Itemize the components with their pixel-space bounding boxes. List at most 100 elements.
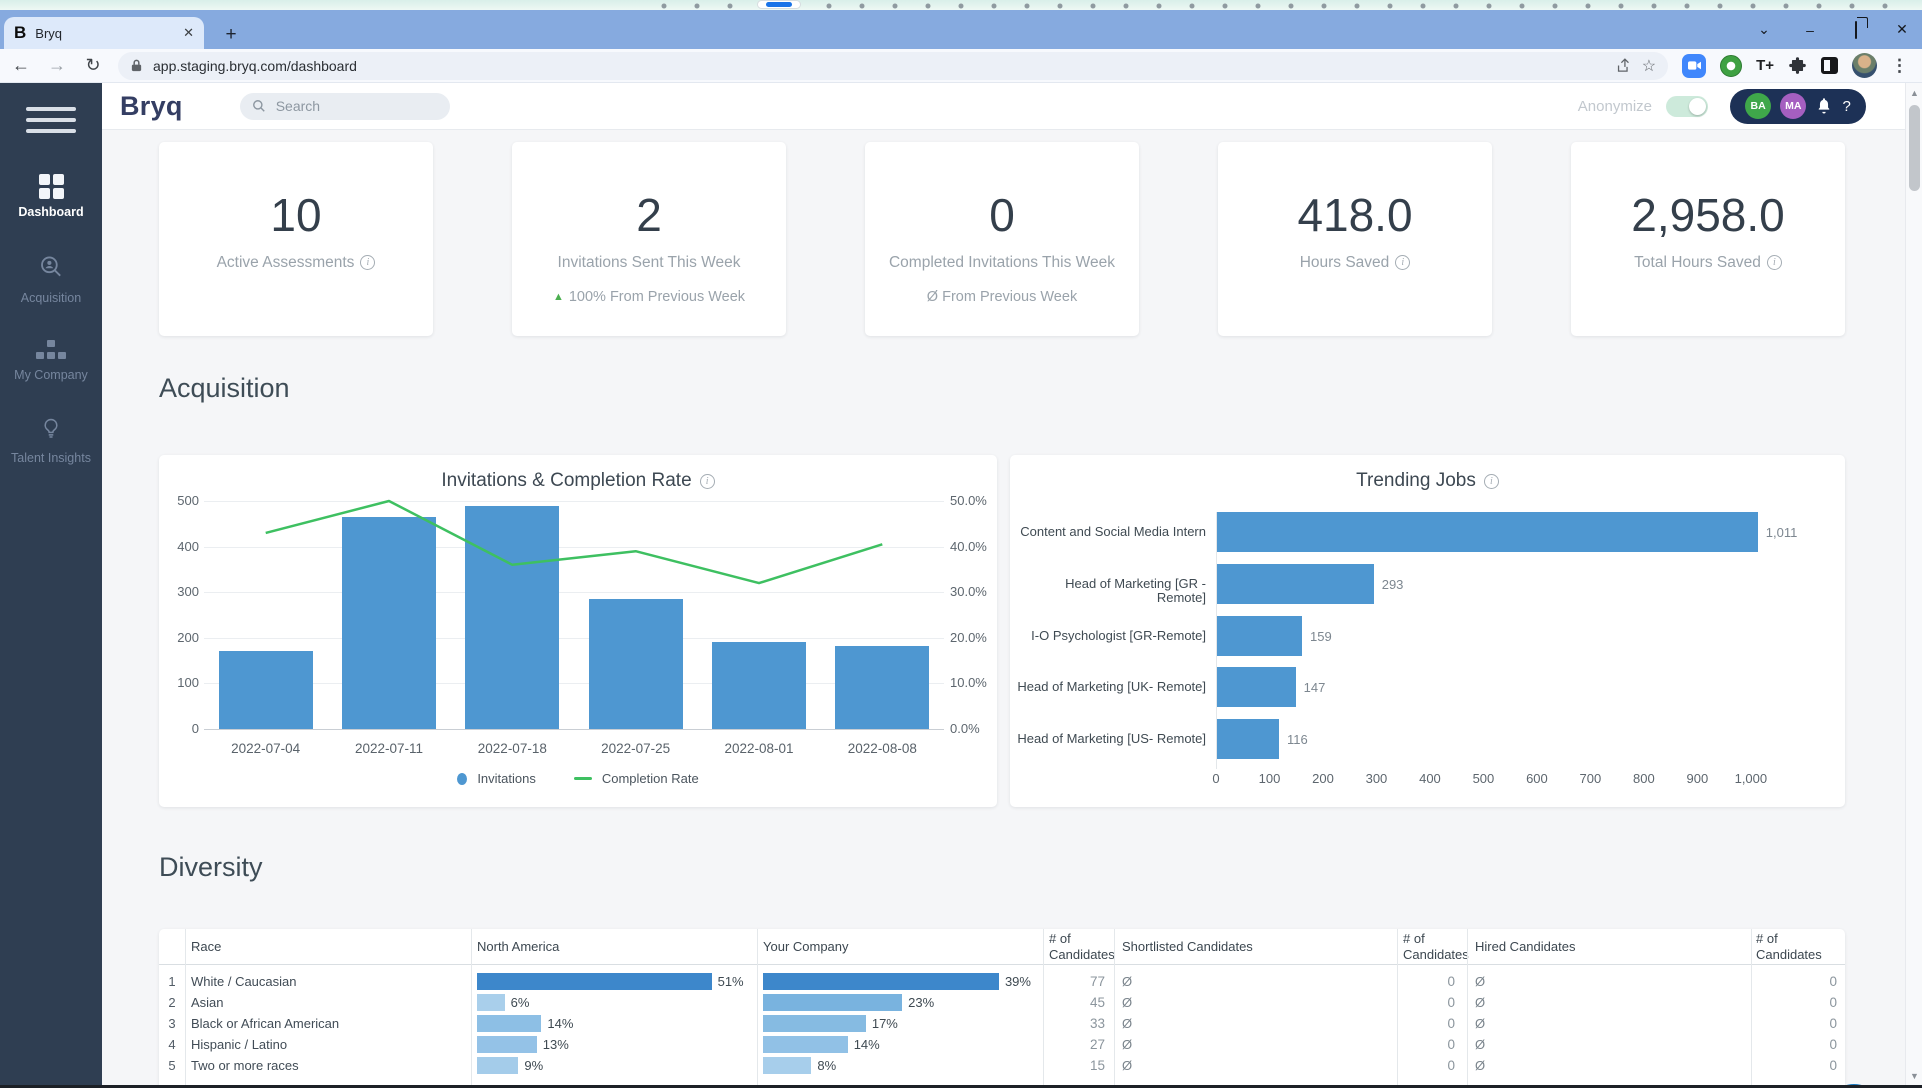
column-separator xyxy=(471,929,472,1088)
tab-close-icon[interactable]: ✕ xyxy=(183,25,194,40)
bryq-logo: Bryq xyxy=(120,90,183,121)
sidebar-nav: Dashboard Acquisition My Company Talent Ins… xyxy=(0,83,102,1088)
dashboard-content: 10 Active Assessments i 2 Invitations Sent T… xyxy=(102,130,1905,1088)
stat-label: Completed Invitations This Week xyxy=(881,254,1123,272)
browser-tab[interactable]: B Bryq ✕ xyxy=(4,17,204,49)
stat-card: 2,958.0 Total Hours Saved i xyxy=(1571,142,1845,336)
browser-tab-bar: B Bryq ✕ + ⌄ – ✕ xyxy=(0,10,1922,49)
anonymize-toggle[interactable] xyxy=(1666,95,1708,117)
candidates-count: 33 xyxy=(1089,1016,1105,1031)
x-axis-tick: 500 xyxy=(1472,771,1495,786)
candidates-count: 77 xyxy=(1089,974,1105,989)
green-extension-icon[interactable] xyxy=(1720,54,1743,77)
reload-icon[interactable]: ↻ xyxy=(85,55,101,75)
sidebar-item-acquisition[interactable]: Acquisition xyxy=(1,254,101,306)
info-icon[interactable]: i xyxy=(1483,473,1499,489)
col-header-candidates: # of Candidates xyxy=(1756,931,1822,962)
tab-title: Bryq xyxy=(35,25,63,41)
hired-count: 0 xyxy=(1829,974,1837,989)
scrollbar-thumb[interactable] xyxy=(1909,105,1920,191)
your-company-percent: 23% xyxy=(908,995,935,1010)
hired-count: 0 xyxy=(1829,1058,1837,1073)
job-label: Head of Marketing [US- Remote] xyxy=(1017,731,1206,747)
info-icon[interactable]: i xyxy=(699,473,715,489)
col-header-hired: Hired Candidates xyxy=(1475,939,1576,954)
tab-search-icon[interactable]: ⌄ xyxy=(1758,21,1770,37)
notifications-bell-icon[interactable] xyxy=(1815,97,1833,115)
page-scrollbar[interactable]: ▲ ▼ xyxy=(1905,83,1922,1088)
stat-card: 418.0 Hours Saved i xyxy=(1218,142,1492,336)
job-value-label: 147 xyxy=(1303,680,1326,696)
browser-menu-icon[interactable]: ⋮ xyxy=(1891,55,1908,75)
avatar-ma[interactable]: MA xyxy=(1780,93,1807,119)
job-value-label: 293 xyxy=(1381,576,1404,592)
x-axis-date-label: 2022-08-08 xyxy=(847,741,917,756)
your-company-bar xyxy=(763,994,903,1011)
invitations-bar xyxy=(465,505,560,729)
col-header-candidates: # of Candidates xyxy=(1049,931,1115,962)
bryq-favicon: B xyxy=(14,23,27,42)
job-bar xyxy=(1217,563,1374,604)
job-value-label: 116 xyxy=(1287,732,1308,748)
left-axis-tick: 100 xyxy=(177,675,199,691)
stat-card: 0 Completed Invitations This Week Ø From P… xyxy=(865,142,1139,336)
shortlisted-empty: Ø xyxy=(1122,995,1133,1010)
minimize-button[interactable]: – xyxy=(1806,21,1814,38)
extensions-puzzle-icon[interactable] xyxy=(1788,56,1807,75)
shortlisted-count: 0 xyxy=(1447,1058,1455,1073)
avatar-ba[interactable]: BA xyxy=(1745,93,1772,119)
sidebar-item-dashboard[interactable]: Dashboard xyxy=(1,174,101,220)
chart-legend: Invitations Completion Rate xyxy=(159,771,997,786)
stat-value: 2,958.0 xyxy=(1631,189,1785,241)
scroll-down-icon[interactable]: ▼ xyxy=(1910,1071,1919,1081)
left-axis-tick: 500 xyxy=(177,493,199,508)
anonymize-label: Anonymize xyxy=(1577,97,1652,115)
invitations-completion-chart: Invitations & Completion Rate i 500 400 30… xyxy=(159,455,997,807)
sidebar-item-my-company[interactable]: My Company xyxy=(1,339,101,383)
restore-button[interactable] xyxy=(1848,20,1864,39)
new-tab-button[interactable]: + xyxy=(225,24,237,45)
search-box[interactable] xyxy=(239,92,450,120)
col-header-shortlisted: Shortlisted Candidates xyxy=(1122,939,1253,954)
search-input[interactable] xyxy=(273,97,424,115)
race-label: Black or African American xyxy=(191,1016,340,1031)
help-icon[interactable]: ? xyxy=(1842,97,1851,115)
left-axis-tick: 0 xyxy=(191,721,199,736)
hired-count: 0 xyxy=(1829,1037,1837,1052)
diversity-table: Race North America Your Company # of Candid… xyxy=(159,929,1845,1088)
invitations-bar xyxy=(712,642,806,729)
url-omnibox[interactable]: app.staging.bryq.com/dashboard ☆ xyxy=(118,51,1669,80)
lightbulb-icon xyxy=(44,419,58,439)
close-window-button[interactable]: ✕ xyxy=(1896,21,1908,37)
translate-extension-icon[interactable]: T+ xyxy=(1756,57,1774,74)
scroll-up-icon[interactable]: ▲ xyxy=(1910,88,1919,98)
search-icon xyxy=(252,100,265,112)
share-icon[interactable] xyxy=(1615,57,1632,74)
info-icon[interactable]: i xyxy=(1395,255,1411,271)
hamburger-menu-icon[interactable] xyxy=(26,100,76,140)
browser-profile-avatar[interactable] xyxy=(1852,53,1877,78)
back-icon[interactable]: ← xyxy=(12,55,30,75)
x-axis-date-label: 2022-07-25 xyxy=(601,741,671,756)
bookmark-star-icon[interactable]: ☆ xyxy=(1641,57,1657,75)
column-separator xyxy=(1751,929,1752,1088)
x-axis-tick: 100 xyxy=(1258,771,1281,786)
sidebar-item-talent-insights[interactable]: Talent Insights xyxy=(1,416,101,466)
stat-value: 418.0 xyxy=(1297,189,1413,241)
shortlisted-empty: Ø xyxy=(1122,974,1133,989)
sidebar-extension-icon[interactable] xyxy=(1821,57,1838,74)
info-icon[interactable]: i xyxy=(360,255,376,271)
invitations-chart-plot: 500 400 300 200 100 0 50.0% 40.0% 30.0% 20.0% 10.0… xyxy=(159,455,997,807)
forward-icon[interactable]: → xyxy=(48,55,66,75)
left-axis-tick: 300 xyxy=(177,584,199,600)
info-icon[interactable]: i xyxy=(1766,255,1782,271)
left-axis-tick: 400 xyxy=(177,538,199,554)
race-label: Two or more races xyxy=(191,1058,299,1073)
diversity-section-title: Diversity xyxy=(159,852,263,882)
job-label: I-O Psychologist [GR-Remote] xyxy=(1031,627,1206,643)
zoom-extension-icon[interactable] xyxy=(1682,53,1707,78)
candidates-count: 15 xyxy=(1089,1058,1105,1073)
candidates-count: 45 xyxy=(1089,995,1105,1010)
trending-jobs-chart: Trending Jobs i Content and Social Media… xyxy=(1010,455,1845,807)
race-label: Hispanic / Latino xyxy=(191,1037,288,1052)
